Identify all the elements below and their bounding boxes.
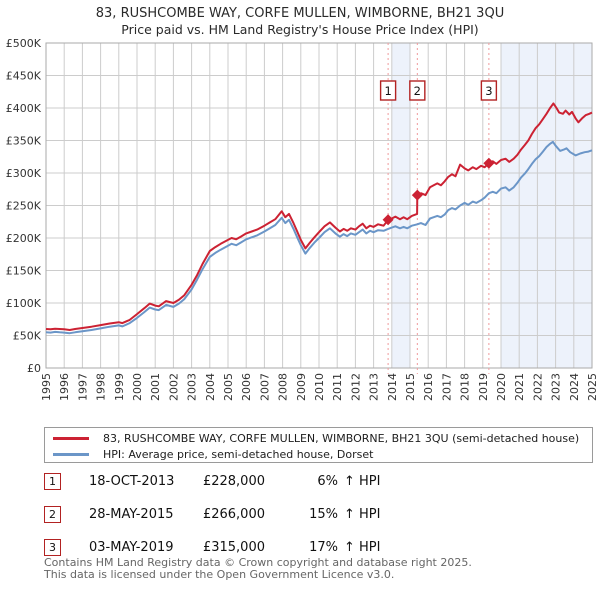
x-axis-tick-label: 2016 <box>422 373 435 401</box>
sale-marker-box <box>409 80 426 101</box>
x-axis-tick-label: 1997 <box>76 373 89 401</box>
license-note: Contains HM Land Registry data © Crown c… <box>44 557 584 580</box>
hpi-line <box>45 140 593 335</box>
x-axis-tick-label: 2014 <box>386 373 399 401</box>
marker-badge: 3 <box>44 539 61 556</box>
license-line-1: Contains HM Land Registry data © Crown c… <box>44 556 472 569</box>
x-axis-tick-label: 2025 <box>586 373 599 401</box>
y-axis-tick-label: £400K <box>6 102 42 115</box>
x-axis-tick-label: 2018 <box>459 373 472 401</box>
x-axis-tick-label: 2012 <box>349 373 362 401</box>
hpi-direction: ↑ HPI <box>344 507 381 522</box>
sale-price: £266,000 <box>202 507 265 522</box>
sale-marker-number: 3 <box>485 84 492 98</box>
x-axis-tick-label: 2023 <box>550 373 563 401</box>
y-axis-tick-label: £200K <box>6 232 42 245</box>
x-axis-tick-label: 2022 <box>531 373 544 401</box>
x-axis-tick-label: 2015 <box>404 373 417 401</box>
hpi-percent: 15% <box>309 507 338 522</box>
sale-point-diamond <box>382 214 394 226</box>
license-line-2: This data is licensed under the Open Gov… <box>44 567 395 581</box>
x-axis-tick-label: 2011 <box>331 373 344 401</box>
x-axis-tick-label: 2003 <box>186 373 199 401</box>
y-axis-tick-label: £250K <box>6 200 42 213</box>
x-axis-tick-label: 1996 <box>58 373 71 401</box>
hpi-direction: ↑ HPI <box>344 474 381 489</box>
table-row: 1 18-OCT-2013 £228,000 6% ↑ HPI <box>0 473 600 490</box>
x-axis-tick-label: 2004 <box>204 373 217 401</box>
x-axis-tick-label: 2005 <box>222 373 235 401</box>
sale-point-diamond <box>483 157 495 169</box>
x-axis-tick-label: 1995 <box>40 373 53 401</box>
sale-price: £228,000 <box>202 474 265 489</box>
page-subtitle: Price paid vs. HM Land Registry's House … <box>121 22 479 37</box>
x-axis-tick-label: 2020 <box>495 373 508 401</box>
x-axis-tick-label: 2000 <box>131 373 144 401</box>
legend-label: HPI: Average price, semi-detached house,… <box>103 447 374 461</box>
price-paid-line <box>45 102 593 331</box>
hpi-percent: 6% <box>317 474 338 489</box>
sale-marker-box <box>379 80 397 101</box>
sale-marker-box <box>480 80 498 101</box>
hpi-percent: 17% <box>309 540 338 555</box>
y-axis-tick-label: £50K <box>13 330 42 343</box>
chart-legend: 83, RUSHCOMBE WAY, CORFE MULLEN, WIMBORN… <box>44 427 593 463</box>
sale-date: 03-MAY-2019 <box>89 540 174 555</box>
x-axis-tick-label: 2013 <box>368 373 381 401</box>
price-line-swatch <box>53 436 89 440</box>
x-axis-tick-label: 2009 <box>295 373 308 401</box>
x-axis-tick-label: 2019 <box>477 373 490 401</box>
table-row: 2 28-MAY-2015 £266,000 15% ↑ HPI <box>0 506 600 523</box>
legend-item-price-paid: 83, RUSHCOMBE WAY, CORFE MULLEN, WIMBORN… <box>45 430 579 446</box>
x-axis-tick-label: 2017 <box>440 373 453 401</box>
table-row: 3 03-MAY-2019 £315,000 17% ↑ HPI <box>0 539 600 556</box>
x-axis-tick-label: 2024 <box>568 373 581 401</box>
marker-badge: 1 <box>44 473 61 490</box>
y-axis-tick-label: £100K <box>6 297 42 310</box>
plot-border <box>45 42 593 369</box>
sale-date: 18-OCT-2013 <box>89 474 175 489</box>
y-axis-tick-label: £0 <box>27 362 41 375</box>
x-axis-tick-label: 2010 <box>313 373 326 401</box>
y-axis-tick-label: £500K <box>6 37 42 50</box>
chart-header: 83, RUSHCOMBE WAY, CORFE MULLEN, WIMBORN… <box>0 5 600 38</box>
x-axis-tick-label: 2006 <box>240 373 253 401</box>
x-axis-tick-label: 2008 <box>277 373 290 401</box>
hpi-direction: ↑ HPI <box>344 540 381 555</box>
page-title: 83, RUSHCOMBE WAY, CORFE MULLEN, WIMBORN… <box>95 6 505 21</box>
sale-date: 28-MAY-2015 <box>89 507 174 522</box>
y-axis-tick-label: £450K <box>6 70 42 83</box>
marker-badge: 2 <box>44 506 61 523</box>
x-axis-tick-label: 2007 <box>258 373 271 401</box>
x-axis-tick-label: 2001 <box>149 373 162 401</box>
x-axis-tick-label: 2021 <box>513 373 526 401</box>
sale-price: £315,000 <box>202 540 265 555</box>
legend-item-hpi: HPI: Average price, semi-detached house,… <box>45 446 373 462</box>
x-axis-tick-label: 1998 <box>95 373 108 401</box>
legend-label: 83, RUSHCOMBE WAY, CORFE MULLEN, WIMBORN… <box>103 431 580 445</box>
sale-marker-number: 1 <box>384 84 391 98</box>
y-axis-tick-label: £300K <box>6 167 42 180</box>
x-axis-tick-label: 2002 <box>167 373 180 401</box>
y-axis-tick-label: £350K <box>6 135 42 148</box>
x-axis-tick-label: 1999 <box>113 373 126 401</box>
sale-marker-number: 2 <box>414 84 421 98</box>
y-axis-tick-label: £150K <box>6 265 42 278</box>
sale-point-diamond <box>411 189 423 201</box>
hpi-line-swatch <box>53 452 89 456</box>
price-history-chart: 1 2 3 £0 £50K £100K £150K £200K £250K £300K £350K £… <box>6 37 599 401</box>
